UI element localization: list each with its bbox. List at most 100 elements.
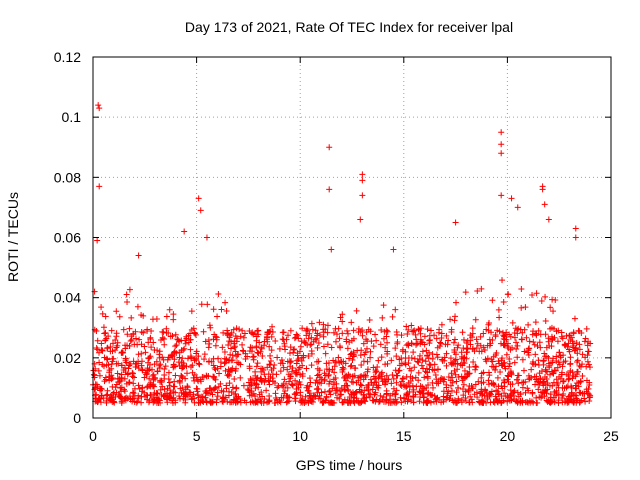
data-point (239, 327, 246, 334)
data-point (542, 353, 549, 360)
data-point (512, 325, 519, 332)
data-point (305, 335, 312, 342)
data-point (573, 385, 580, 392)
data-point (162, 363, 169, 370)
data-point (172, 372, 179, 379)
data-point (541, 393, 548, 400)
data-point (500, 335, 507, 342)
data-point (112, 384, 119, 391)
data-point (124, 371, 131, 378)
data-point (298, 357, 305, 364)
data-point (224, 398, 231, 405)
data-point (281, 376, 288, 383)
data-point (253, 398, 260, 405)
data-point (128, 333, 135, 340)
data-point (107, 397, 114, 404)
x-tick-label: 10 (292, 428, 308, 444)
data-point (555, 327, 562, 334)
data-point (353, 389, 360, 396)
data-point (511, 387, 518, 394)
data-point (328, 344, 335, 351)
data-point (171, 348, 178, 355)
data-point (269, 323, 276, 330)
data-point (96, 183, 103, 190)
data-point (258, 365, 265, 372)
data-point (550, 370, 557, 377)
data-point (315, 371, 322, 378)
data-point (165, 369, 172, 376)
data-point (150, 371, 157, 378)
data-point (213, 399, 220, 406)
data-point (525, 399, 532, 406)
data-point (480, 379, 487, 386)
data-point (519, 384, 526, 391)
data-point (363, 394, 370, 401)
data-point (467, 341, 474, 348)
data-point (311, 392, 318, 399)
data-point (122, 364, 129, 371)
data-point (469, 330, 476, 337)
data-point (402, 361, 409, 368)
data-point (562, 341, 569, 348)
data-point (348, 362, 355, 369)
data-point (314, 389, 321, 396)
data-point (332, 374, 339, 381)
data-point (185, 339, 192, 346)
data-point (384, 339, 391, 346)
data-point (393, 379, 400, 386)
data-point (514, 354, 521, 361)
data-point (203, 234, 210, 241)
data-point (96, 372, 103, 379)
data-point (205, 358, 212, 365)
axis-ticks (92, 56, 612, 419)
data-point (434, 354, 441, 361)
data-point (291, 335, 298, 342)
data-point (109, 358, 116, 365)
data-point (413, 383, 420, 390)
data-point (454, 344, 461, 351)
data-point (383, 333, 390, 340)
data-point (415, 369, 422, 376)
data-point (514, 342, 521, 349)
data-point (450, 339, 457, 346)
data-point (372, 369, 379, 376)
data-point (144, 326, 151, 333)
data-point (169, 353, 176, 360)
data-point (542, 293, 549, 300)
data-point (579, 372, 586, 379)
data-point (346, 394, 353, 401)
data-point (339, 366, 346, 373)
data-point (196, 361, 203, 368)
data-point (574, 368, 581, 375)
data-point (150, 339, 157, 346)
data-point (493, 349, 500, 356)
data-point (226, 334, 233, 341)
data-point (532, 351, 539, 358)
data-point (532, 381, 539, 388)
data-point (103, 398, 110, 405)
data-point (281, 340, 288, 347)
data-point (402, 355, 409, 362)
data-point (316, 367, 323, 374)
data-point (230, 396, 237, 403)
data-point (424, 375, 431, 382)
data-point (237, 399, 244, 406)
data-point (526, 338, 533, 345)
data-point (153, 389, 160, 396)
data-point (126, 343, 133, 350)
data-point (253, 343, 260, 350)
data-point (228, 389, 235, 396)
data-point (116, 375, 123, 382)
data-point (585, 361, 592, 368)
data-point (498, 150, 505, 157)
data-point (437, 340, 444, 347)
data-point (308, 362, 315, 369)
data-point (380, 302, 387, 309)
data-point (280, 381, 287, 388)
data-point (105, 333, 112, 340)
data-point (221, 360, 228, 367)
data-point (582, 335, 589, 342)
data-point (284, 384, 291, 391)
data-point (195, 353, 202, 360)
data-point (96, 359, 103, 366)
